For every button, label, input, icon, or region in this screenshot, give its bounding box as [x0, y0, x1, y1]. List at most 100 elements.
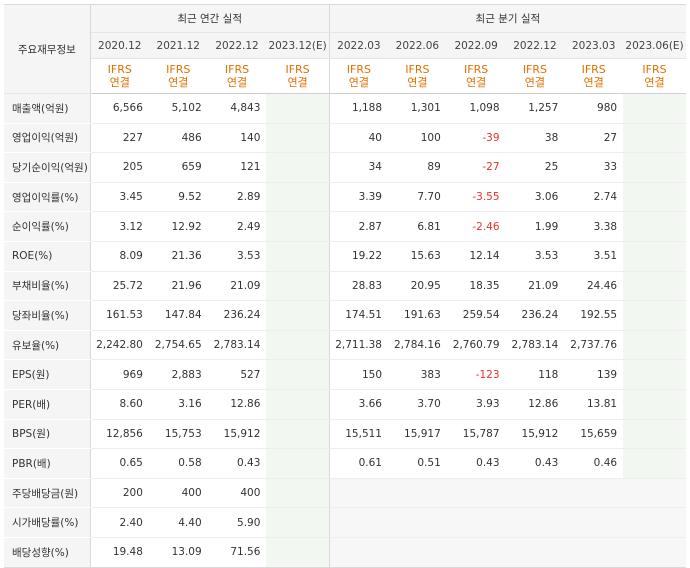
quarter-value: 1,188: [328, 93, 388, 124]
row-label: 유보율(%): [4, 330, 91, 361]
annual-value: 400: [148, 477, 208, 509]
quarter-value: 38: [505, 123, 565, 154]
ifrs-badge: IFRS 연결: [564, 58, 624, 94]
table-row: 영업이익(억원) 227 486 140 40 100 -39 38 27: [4, 123, 686, 154]
annual-value: [266, 507, 330, 538]
quarter-value: 6.81: [388, 211, 447, 242]
row-label: 부채비율(%): [4, 270, 91, 302]
quarter-value: 1.99: [505, 211, 565, 242]
annual-value: 2,242.80: [90, 330, 149, 361]
annual-value: 2.89: [207, 181, 267, 213]
annual-value: [266, 389, 330, 420]
consolidated-label: 연결: [168, 76, 189, 89]
annual-value: [266, 211, 330, 242]
annual-value: 13.09: [148, 537, 208, 568]
annual-value: 25.72: [90, 270, 149, 302]
annual-value: 8.60: [90, 389, 149, 420]
quarter-value: 191.63: [388, 300, 447, 331]
quarter-value: 174.51: [328, 300, 388, 331]
annual-value: 2.49: [207, 211, 267, 242]
annual-value: 15,753: [148, 419, 208, 450]
quarter-value: [328, 507, 388, 538]
annual-value: 2,783.14: [207, 330, 267, 361]
consolidated-label: 연결: [348, 76, 369, 89]
quarter-value: [623, 419, 686, 450]
quarter-value: 27: [564, 123, 624, 154]
annual-value: 4,843: [207, 93, 267, 124]
annual-period-3: 2023.12(E): [266, 32, 330, 59]
quarter-value: 236.24: [505, 300, 565, 331]
quarter-value: 21.09: [505, 270, 565, 302]
quarter-value: 20.95: [388, 270, 447, 302]
ifrs-label: IFRS: [285, 63, 310, 76]
quarter-value: 2,783.14: [505, 330, 565, 361]
quarter-value: 24.46: [564, 270, 624, 302]
quarter-value: 2,784.16: [388, 330, 447, 361]
ifrs-badge: IFRS 연결: [388, 58, 447, 94]
ifrs-label: IFRS: [346, 63, 371, 76]
quarter-value: [623, 389, 686, 420]
annual-value: [266, 270, 330, 302]
quarter-value: 192.55: [564, 300, 624, 331]
quarter-period-3: 2022.12: [505, 32, 565, 59]
quarter-value: 18.35: [446, 270, 506, 302]
annual-value: 0.43: [207, 448, 267, 479]
quarter-value: [623, 181, 686, 213]
quarter-value: 2.87: [328, 211, 388, 242]
annual-value: 659: [148, 152, 208, 183]
annual-value: [266, 123, 330, 154]
quarter-period-5: 2023.06(E): [623, 32, 686, 59]
quarter-value: 34: [328, 152, 388, 183]
annual-period-1: 2021.12: [148, 32, 208, 59]
annual-value: 12.86: [207, 389, 267, 420]
consolidated-label: 연결: [466, 76, 487, 89]
quarter-value: 0.46: [564, 448, 624, 479]
quarter-period-1: 2022.06: [388, 32, 447, 59]
quarter-value: 980: [564, 93, 624, 124]
quarter-value: 0.51: [388, 448, 447, 479]
annual-value: 200: [90, 477, 149, 509]
quarter-value: 2.74: [564, 181, 624, 213]
quarter-value: 28.83: [328, 270, 388, 302]
annual-value: 2,883: [148, 359, 208, 390]
row-label: 당좌비율(%): [4, 300, 91, 331]
ifrs-label: IFRS: [642, 63, 667, 76]
row-label: 주당배당금(원): [4, 477, 91, 509]
annual-value: 400: [207, 477, 267, 509]
row-label: 매출액(억원): [4, 93, 91, 124]
quarter-value: 3.06: [505, 181, 565, 213]
quarter-value: [446, 507, 506, 538]
quarter-period-2: 2022.09: [446, 32, 506, 59]
annual-group-title: 최근 연간 실적: [90, 4, 330, 33]
quarter-value: [505, 477, 565, 509]
table-row: BPS(원) 12,856 15,753 15,912 15,511 15,917 15,7…: [4, 419, 686, 450]
quarter-value: 118: [505, 359, 565, 390]
quarter-value: 7.70: [388, 181, 447, 213]
ifrs-badge: IFRS 연결: [505, 58, 565, 94]
row-label: ROE(%): [4, 241, 91, 272]
quarter-value: 2,711.38: [328, 330, 388, 361]
quarter-value: [564, 537, 624, 568]
quarter-value: 12.14: [446, 241, 506, 272]
annual-value: [266, 152, 330, 183]
quarter-value: 19.22: [328, 241, 388, 272]
quarter-value: [446, 477, 506, 509]
row-label: PER(배): [4, 389, 91, 420]
quarter-value: 15,912: [505, 419, 565, 450]
table-row: 당좌비율(%) 161.53 147.84 236.24 174.51 191.63 259…: [4, 300, 686, 331]
quarter-value: -3.55: [446, 181, 506, 213]
quarter-value: 33: [564, 152, 624, 183]
ifrs-label: IFRS: [522, 63, 548, 76]
quarter-value: 0.43: [446, 448, 506, 479]
table-row: PER(배) 8.60 3.16 12.86 3.66 3.70 3.93 12.86 13.8…: [4, 389, 686, 420]
quarter-value: [505, 507, 565, 538]
quarter-value: 3.93: [446, 389, 506, 420]
quarter-value: 15,917: [388, 419, 447, 450]
quarter-value: 40: [328, 123, 388, 154]
quarter-value: 0.43: [505, 448, 565, 479]
annual-value: 486: [148, 123, 208, 154]
annual-value: 21.96: [148, 270, 208, 302]
annual-value: [266, 448, 330, 479]
ifrs-badge: IFRS 연결: [328, 58, 388, 94]
ifrs-label: IFRS: [405, 63, 430, 76]
